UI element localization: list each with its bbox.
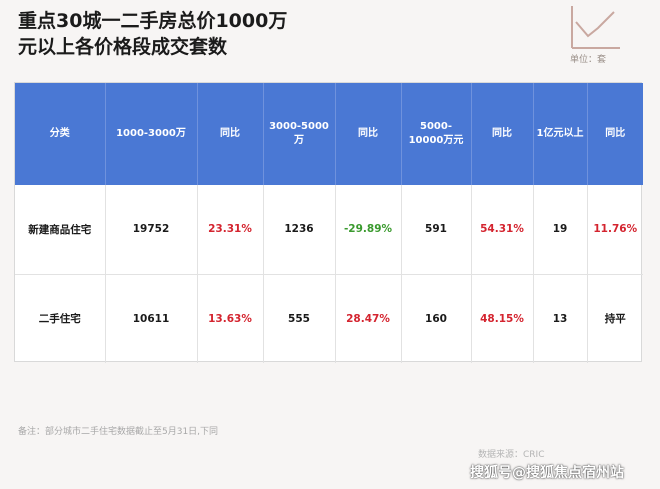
column-header: 1亿元以上 (533, 83, 588, 185)
column-header: 3000-5000万 (263, 83, 336, 185)
page-title: 重点30城一二手房总价1000万 元以上各价格段成交套数 (18, 8, 498, 60)
yoy-cell: 54.31% (471, 185, 534, 275)
column-header: 同比 (197, 83, 264, 185)
column-header: 同比 (471, 83, 534, 185)
line-chart-icon (571, 6, 620, 49)
value-cell: 10611 (105, 274, 198, 363)
table-row: 新建商品住宅 19752 23.31% 1236 -29.89% 591 54.… (15, 185, 643, 275)
watermark: 搜狐号@搜狐焦点宿州站 (470, 465, 624, 481)
column-header: 分类 (15, 83, 106, 185)
value-cell: 160 (401, 274, 472, 363)
footnote: 备注：部分城市二手住宅数据截止至5月31日,下同 (18, 427, 219, 437)
category-cell: 二手住宅 (15, 274, 106, 363)
column-header: 1000-3000万 (105, 83, 198, 185)
yoy-cell: -29.89% (335, 185, 402, 275)
title-line-1: 重点30城一二手房总价1000万 (18, 10, 288, 32)
yoy-cell: 23.31% (197, 185, 264, 275)
yoy-cell: 48.15% (471, 274, 534, 363)
value-cell: 13 (533, 274, 588, 363)
yoy-cell: 28.47% (335, 274, 402, 363)
data-table: 分类 1000-3000万 同比 3000-5000万 同比 5000- 100… (14, 82, 643, 363)
data-source: 数据来源：CRIC (478, 450, 545, 460)
value-cell: 19752 (105, 185, 198, 275)
column-header: 5000- 10000万元 (401, 83, 472, 185)
category-cell: 新建商品住宅 (15, 185, 106, 275)
value-cell: 591 (401, 185, 472, 275)
column-header: 同比 (335, 83, 402, 185)
unit-label: 单位：套 (570, 55, 607, 65)
yoy-cell: 13.63% (197, 274, 264, 363)
value-cell: 1236 (263, 185, 336, 275)
table-row: 二手住宅 10611 13.63% 555 28.47% 160 48.15% … (15, 274, 643, 363)
yoy-cell: 11.76% (587, 185, 643, 275)
title-line-2: 元以上各价格段成交套数 (18, 36, 228, 58)
column-header: 同比 (587, 83, 643, 185)
value-cell: 555 (263, 274, 336, 363)
table-header-row: 分类 1000-3000万 同比 3000-5000万 同比 5000- 100… (15, 83, 643, 185)
value-cell: 19 (533, 185, 588, 275)
yoy-cell: 持平 (604, 313, 626, 326)
